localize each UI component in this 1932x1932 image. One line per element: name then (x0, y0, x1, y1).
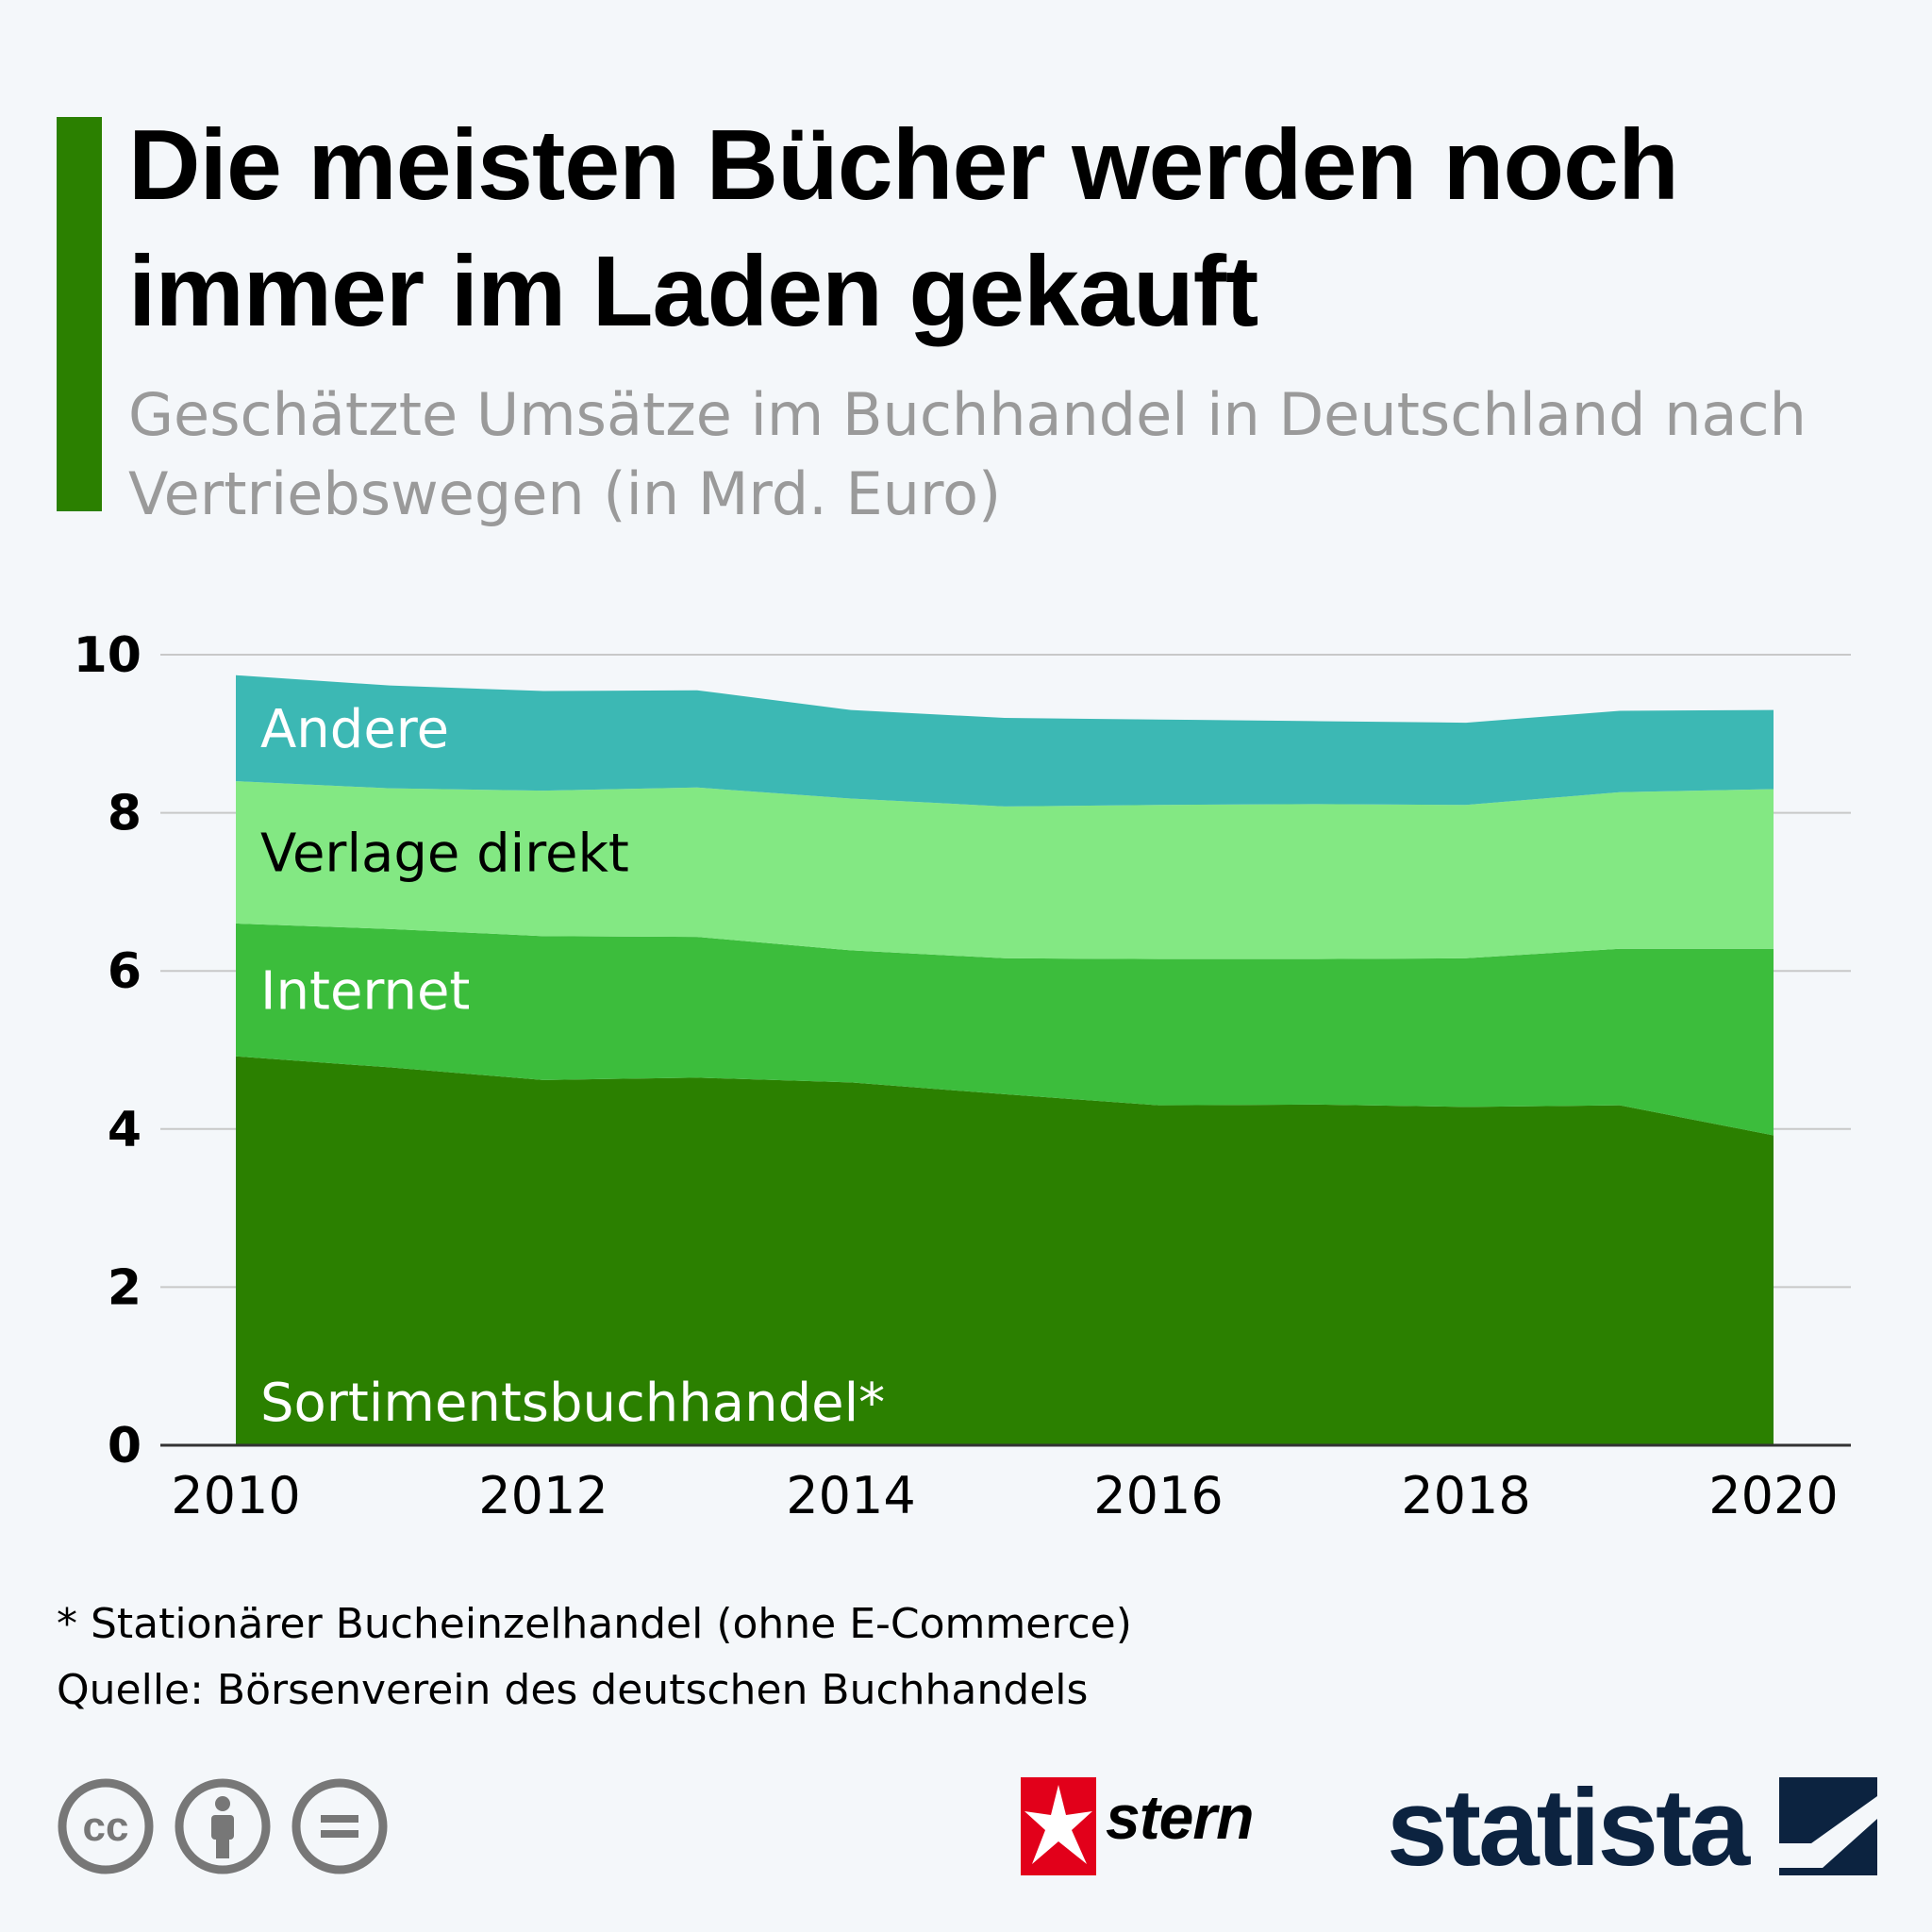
area-sortimentsbuchhandel (236, 1056, 1774, 1445)
cc-icon[interactable]: cc (57, 1777, 155, 1875)
area-andere (236, 675, 1774, 807)
series-label-andere: Andere (260, 699, 449, 760)
area-internet (236, 923, 1774, 1136)
series-labels: Sortimentsbuchhandel* Internet Verlage dir… (260, 699, 885, 1434)
x-tick-label: 2012 (478, 1466, 608, 1525)
area-series (236, 675, 1774, 1445)
source-note: Quelle: Börsenverein des deutschen Buchh… (57, 1666, 1089, 1714)
y-tick-label: 6 (108, 943, 142, 1000)
x-tick-label: 2018 (1401, 1466, 1530, 1525)
svg-text:cc: cc (83, 1804, 129, 1850)
stacked-area-chart: 0 2 4 6 8 10 2010 2012 2014 2016 2018 2020 Sortimen… (74, 627, 1851, 1525)
series-label-internet: Internet (260, 960, 470, 1022)
x-tick-label: 2014 (786, 1466, 915, 1525)
stern-star-icon (1021, 1777, 1096, 1875)
axes: 0 2 4 6 8 10 2010 2012 2014 2016 2018 2020 (74, 627, 1851, 1525)
stern-wordmark: stern (1106, 1782, 1254, 1852)
y-tick-label: 0 (108, 1418, 142, 1474)
x-tick-label: 2020 (1708, 1466, 1838, 1525)
accent-bar (57, 117, 102, 511)
nd-icon[interactable] (291, 1777, 389, 1875)
statista-mark-icon (1779, 1777, 1877, 1875)
x-tick-label: 2016 (1093, 1466, 1223, 1525)
x-tick-label: 2010 (171, 1466, 300, 1525)
statista-wordmark: statista (1387, 1766, 1750, 1889)
area-verlage_direkt (236, 781, 1774, 959)
footnote: * Stationärer Bucheinzelhandel (ohne E-C… (57, 1600, 1132, 1648)
y-tick-label: 4 (108, 1102, 142, 1158)
y-tick-label: 2 (108, 1259, 142, 1316)
y-tick-label: 10 (74, 627, 142, 684)
chart-title: Die meisten Bücher werden noch immer im … (128, 109, 1679, 347)
by-icon[interactable] (174, 1777, 272, 1875)
y-tick-label: 8 (108, 786, 142, 842)
chart-subtitle: Geschätzte Umsätze im Buchhandel in Deut… (128, 380, 1807, 528)
license-icons: cc (57, 1777, 396, 1875)
statista-logo[interactable]: statista (1387, 1766, 1877, 1889)
series-label-sortimentsbuchhandel: Sortimentsbuchhandel* (260, 1373, 885, 1434)
series-label-verlage_direkt: Verlage direkt (260, 824, 629, 885)
stern-logo[interactable]: stern (1021, 1777, 1304, 1875)
